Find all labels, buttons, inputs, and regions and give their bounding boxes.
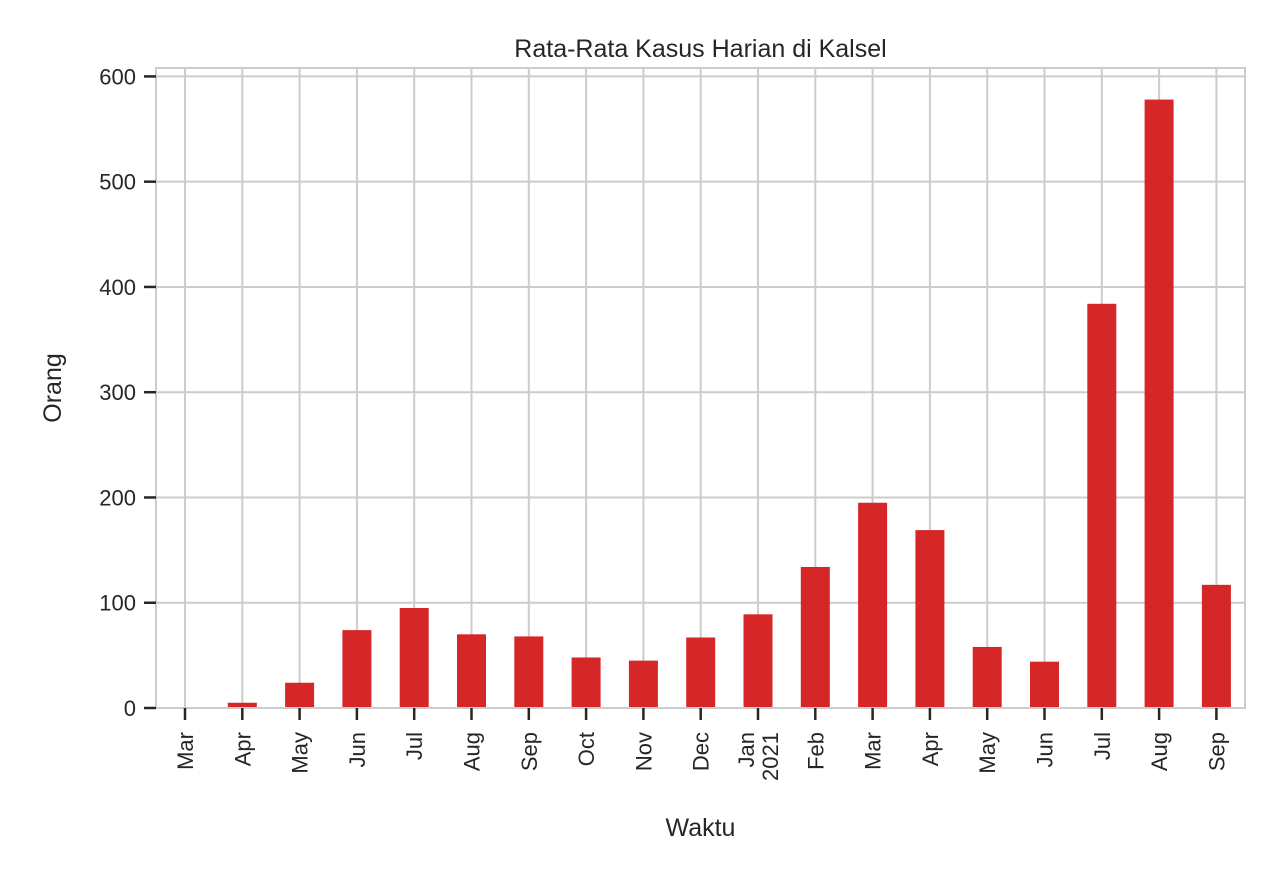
x-tick-label-text: Oct [574,732,599,766]
x-tick-label-text: Aug [460,732,485,771]
x-tick-label-text: Jun [345,732,370,767]
grid-lines [156,68,1245,709]
x-tick-label-text: Apr [230,732,255,766]
x-tick-label-text: Sep [517,732,542,771]
x-tick-label: Jan 2021 [734,732,783,781]
x-tick-label: Jul [1090,732,1115,760]
x-tick-label-text: May [288,732,313,774]
x-tick-label: May [975,732,1000,774]
bar [571,657,601,708]
bar [399,608,429,708]
x-tick-label: Dec [689,732,714,771]
bar [972,646,1002,708]
x-tick-label: Oct [574,732,599,766]
bar [686,637,716,708]
bar [628,660,658,708]
bar [514,636,544,708]
x-tick-label: Feb [803,732,828,770]
y-tick-label: 500 [99,170,136,195]
x-tick-label-text: May [975,732,1000,774]
bar [227,702,257,708]
bar [285,682,315,708]
bar [915,530,945,708]
x-tick-label-text: Apr [918,732,943,766]
bar [858,502,888,708]
x-tick-label: May [288,732,313,774]
x-tick-label: Jul [402,732,427,760]
x-tick-label: Jun [1033,732,1058,767]
y-tick-label: 300 [99,380,136,405]
x-axis-title: Waktu [666,814,736,842]
bar [743,614,773,708]
x-tick-label-text: Jan [734,732,759,767]
bar [800,566,830,708]
x-tick-label-text: Mar [861,732,886,770]
x-tick-label-text: Feb [803,732,828,770]
x-tick-label: Jun [345,732,370,767]
x-tick-label: Mar [173,732,198,770]
y-tick-label: 600 [99,64,136,89]
bar [342,630,372,708]
x-tick-label-text: Dec [689,732,714,771]
x-tick-label: Sep [1204,732,1229,771]
x-tick-label-text: Jul [402,732,427,760]
x-tick-label: Nov [631,732,656,771]
chart-title: Rata-Rata Kasus Harian di Kalsel [514,35,886,63]
x-tick-label-text: Aug [1147,732,1172,771]
x-tick-label: Aug [1147,732,1172,771]
x-tick-label: Apr [918,732,943,766]
y-tick-label: 400 [99,275,136,300]
x-tick-label-text: Jun [1033,732,1058,767]
bar [1030,661,1059,708]
x-tick-label: Sep [517,732,542,771]
bar [457,634,486,708]
x-tick-label-text: Mar [173,732,198,770]
x-tick-label: Aug [460,732,485,771]
bar [1087,303,1117,708]
bars [227,99,1231,708]
bar [1144,99,1174,708]
y-tick-label: 0 [124,696,136,721]
y-tick-label: 100 [99,591,136,616]
x-tick-label-text: Nov [631,732,656,771]
bar [1201,584,1231,708]
y-tick-label: 200 [99,485,136,510]
axis-ticks: 0 100 200 300 400 500 600 Mar Apr May Jun Jul Aug Sep… [99,64,1229,781]
x-tick-label-text: 2021 [758,732,783,781]
x-tick-label-text: Sep [1204,732,1229,771]
y-axis-title: Orang [39,353,67,422]
x-tick-label: Apr [230,732,255,766]
x-tick-label: Mar [861,732,886,770]
x-tick-label-text: Jul [1090,732,1115,760]
